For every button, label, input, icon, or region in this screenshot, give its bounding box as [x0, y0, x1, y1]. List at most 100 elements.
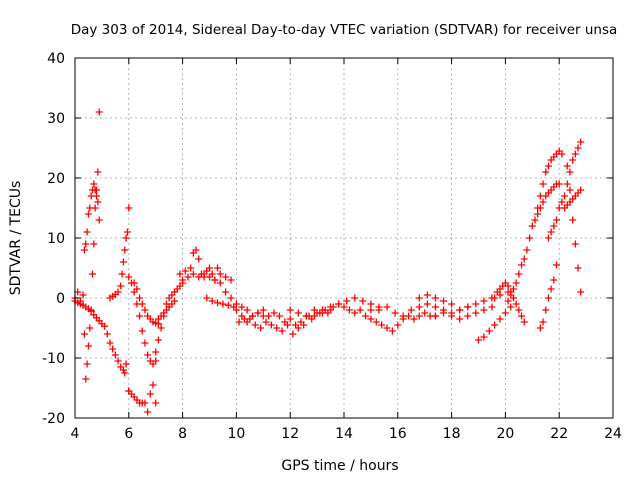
series-arc-w [491, 279, 528, 326]
data-point [504, 297, 512, 305]
data-point [206, 273, 213, 281]
data-point [192, 246, 200, 254]
data-point [563, 180, 571, 188]
data-point [448, 300, 456, 308]
data-point [431, 303, 439, 311]
data-point [118, 270, 126, 278]
data-point [539, 198, 547, 206]
data-point [254, 309, 262, 317]
data-point [574, 264, 582, 272]
data-point [566, 186, 574, 194]
data-point [528, 222, 536, 230]
data-point [512, 300, 520, 308]
data-point [448, 312, 456, 320]
data-point [544, 294, 552, 302]
data-point [383, 303, 391, 311]
data-point [421, 309, 429, 317]
data-point [275, 312, 283, 320]
series-arc-e [106, 204, 133, 302]
data-point [372, 318, 380, 326]
data-point [203, 294, 211, 302]
data-point [227, 276, 235, 284]
data-point [356, 306, 364, 314]
data-point [555, 180, 563, 188]
data-point [83, 228, 91, 236]
y-tick-label: 20 [47, 171, 65, 187]
series-arc-t [415, 288, 512, 314]
data-point [80, 246, 88, 254]
data-point [82, 240, 90, 248]
series-arc-q [286, 294, 383, 320]
data-point [227, 294, 235, 302]
y-tick-label: 0 [56, 291, 65, 307]
data-point [569, 216, 577, 224]
data-point [246, 315, 254, 323]
data-point [456, 315, 464, 323]
data-point [219, 300, 227, 308]
data-point [440, 309, 448, 317]
data-point [550, 222, 558, 230]
data-point [152, 357, 160, 365]
data-point [265, 312, 273, 320]
data-point [232, 300, 240, 308]
data-point [267, 321, 275, 329]
series-arc-g [125, 273, 160, 368]
data-point [86, 204, 94, 212]
data-point [518, 261, 526, 269]
data-point [485, 327, 493, 335]
data-point [574, 144, 582, 152]
series-arc-h [130, 279, 162, 328]
data-point [472, 300, 480, 308]
data-point [119, 366, 127, 374]
data-point [394, 321, 402, 329]
data-point [222, 273, 230, 281]
data-point [577, 186, 585, 194]
data-point [195, 273, 203, 281]
data-point [114, 357, 122, 365]
series-arc-x [504, 255, 528, 305]
data-point [243, 306, 251, 314]
data-point [300, 321, 308, 329]
data-point [144, 351, 152, 359]
data-point [536, 324, 544, 332]
data-point [83, 360, 91, 368]
data-point [273, 324, 281, 332]
data-point [136, 294, 144, 302]
data-point [181, 267, 189, 275]
data-point [480, 333, 488, 341]
data-point [520, 318, 528, 326]
data-point [407, 306, 415, 314]
data-point [84, 342, 92, 350]
data-point [491, 321, 499, 329]
data-point [423, 300, 431, 308]
data-point [553, 261, 561, 269]
data-point [327, 306, 335, 314]
x-axis-label: GPS time / hours [281, 458, 398, 474]
data-point [109, 345, 117, 353]
data-point [456, 306, 464, 314]
data-point [284, 321, 292, 329]
data-point [211, 276, 219, 284]
data-point [101, 322, 109, 330]
data-point [90, 180, 98, 188]
data-point [278, 327, 286, 335]
data-point [152, 348, 160, 356]
data-point [544, 234, 552, 242]
data-point [571, 240, 579, 248]
x-tick-label: 20 [496, 426, 514, 442]
data-point [577, 288, 585, 296]
data-point [561, 192, 569, 200]
data-point [259, 306, 267, 314]
data-point [294, 309, 302, 317]
data-point [189, 270, 197, 278]
data-point [542, 168, 550, 176]
data-point [152, 399, 160, 407]
data-point [106, 339, 114, 347]
data-point [251, 321, 259, 329]
data-point [518, 312, 526, 320]
data-point [146, 390, 154, 398]
data-point [523, 246, 531, 254]
y-tick-label: -20 [42, 411, 65, 427]
data-point [534, 210, 542, 218]
data-point [391, 309, 399, 317]
